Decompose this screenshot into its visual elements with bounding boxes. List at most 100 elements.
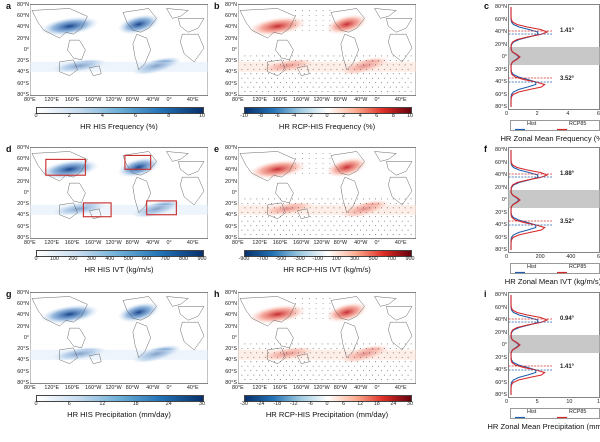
colorbar-tick: -24 [256, 401, 265, 407]
lat-tick: 40°S [225, 212, 237, 219]
colorbar-tick: 30 [199, 401, 205, 407]
lat-tick: 60°S [17, 80, 29, 87]
x-tick: 600 [597, 254, 600, 260]
field-blob [248, 16, 307, 36]
region-box [82, 202, 112, 218]
field-blob [40, 159, 99, 179]
lon-tick: 0° [374, 385, 380, 391]
colorbar-a [36, 107, 204, 114]
colorbar-e [244, 250, 412, 257]
lon-tick: 80°E [232, 385, 244, 391]
x-tick: 400 [566, 254, 576, 260]
lon-tick: 40°E [186, 240, 199, 246]
colorbar-g [36, 395, 204, 402]
colorbar-tick: 300 [86, 256, 96, 262]
lon-tick: 0° [374, 240, 380, 246]
colorbar-tick: -700 [257, 256, 268, 262]
lat-tick: 20°S [495, 354, 507, 361]
legend-hist: Hist [527, 409, 537, 415]
lon-tick: 40°W [354, 240, 368, 246]
legend-rcp: RCP85 [569, 121, 587, 127]
field-blob [117, 302, 160, 323]
lat-tick: 60°S [495, 379, 507, 386]
colorbar-tick: -900 [238, 256, 250, 262]
zonal-panel-c [508, 4, 600, 110]
lon-tick: 40°E [186, 97, 199, 103]
lon-tick: 80°W [125, 385, 140, 391]
lat-tick: 20°S [17, 346, 29, 353]
colorbar-tick: 900 [405, 256, 415, 262]
map-panel-b [237, 4, 417, 96]
lat-tick: 80°N [16, 290, 29, 296]
lon-tick: 0° [374, 97, 380, 103]
panel-title-f: HR Zonal Mean IVT (kg/m/s) [504, 277, 600, 286]
zonal-panel-f [508, 147, 600, 253]
lat-tick: 40°S [17, 357, 29, 364]
colorbar-tick: 900 [197, 256, 207, 262]
x-tick: 2 [535, 111, 539, 117]
legend-rcp: RCP85 [569, 264, 587, 270]
colorbar-tick: 4 [100, 113, 104, 119]
map-panel-d [29, 147, 209, 239]
lat-tick: 60°N [494, 304, 507, 311]
colorbar-tick: 0 [34, 401, 38, 407]
lon-tick: 120°W [105, 97, 122, 103]
panel-letter-b: b [214, 1, 220, 11]
colorbar-tick: -18 [273, 401, 282, 407]
field-blob [40, 16, 99, 36]
lat-tick: 60°N [224, 13, 237, 20]
lon-tick: 120°E [44, 385, 60, 391]
lat-tick: 60°S [17, 368, 29, 375]
lon-tick: 40°W [146, 385, 160, 391]
lat-tick: 40°N [16, 167, 29, 174]
lon-tick: 120°W [313, 97, 330, 103]
colorbar-tick: -500 [275, 256, 287, 262]
colorbar-tick: -6 [274, 113, 280, 119]
lon-tick: 120°E [44, 240, 60, 246]
legend-hist: Hist [527, 121, 537, 127]
panel-letter-d: d [6, 144, 12, 154]
lon-tick: 160°E [272, 385, 288, 391]
lat-tick: 40°N [224, 24, 237, 31]
lat-tick: 80°N [224, 2, 237, 8]
lon-tick: 0° [166, 97, 172, 103]
lat-tick: 20°S [225, 58, 237, 65]
legend-c [510, 120, 600, 131]
map-panel-h [237, 292, 417, 384]
lon-tick: 160°W [293, 97, 310, 103]
lon-tick: 80°W [333, 97, 348, 103]
lat-tick: 20°N [16, 323, 29, 330]
field-blob [325, 157, 368, 178]
lat-tick: 60°N [224, 156, 237, 163]
lat-tick: 80°N [494, 292, 507, 298]
x-tick: 0 [505, 399, 508, 405]
field-blob [248, 159, 307, 179]
colorbar-tick: 500 [368, 256, 378, 262]
lon-tick: 80°W [125, 240, 140, 246]
colorbar-tick: 700 [160, 256, 170, 262]
colorbar-h [244, 395, 412, 402]
lat-tick: 40°N [494, 172, 507, 178]
colorbar-tick: 6 [375, 113, 379, 119]
colorbar-tick: 0 [325, 401, 329, 407]
lon-tick: 160°E [272, 240, 288, 246]
lat-tick: 80°N [16, 145, 29, 151]
lat-tick: 60°N [494, 159, 507, 166]
lon-tick: 120°W [105, 385, 122, 391]
lat-tick: 80°S [17, 91, 29, 98]
region-box [124, 154, 152, 170]
lat-tick: 20°N [494, 41, 507, 48]
panel-letter-g: g [6, 289, 12, 299]
lat-tick: 40°N [16, 312, 29, 319]
colorbar-tick: 12 [99, 401, 106, 407]
lat-tick: 0° [501, 54, 507, 60]
lat-tick: 40°S [17, 69, 29, 76]
colorbar-tick: 10 [199, 113, 205, 119]
lat-tick: 40°S [495, 367, 507, 373]
panel-title-g: HR HIS Precipitation (mm/day) [67, 410, 171, 419]
lat-tick: 80°S [17, 379, 29, 386]
colorbar-tick: 12 [357, 401, 364, 407]
lat-tick: 40°N [224, 167, 237, 174]
lon-tick: 120°W [105, 240, 122, 246]
lat-tick: 0° [231, 46, 237, 53]
